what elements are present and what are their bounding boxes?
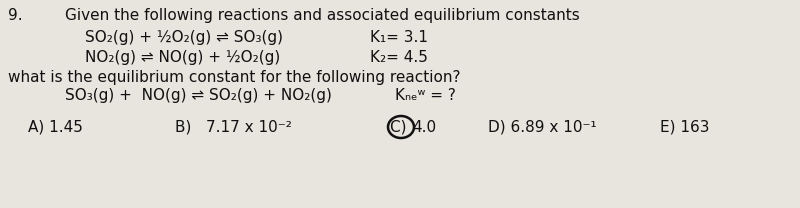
Text: K₁= 3.1: K₁= 3.1 bbox=[370, 30, 428, 45]
Text: Kₙₑʷ = ?: Kₙₑʷ = ? bbox=[395, 88, 456, 103]
Text: SO₂(g) + ½O₂(g) ⇌ SO₃(g): SO₂(g) + ½O₂(g) ⇌ SO₃(g) bbox=[85, 30, 283, 45]
Text: 4.0: 4.0 bbox=[412, 120, 436, 135]
Text: K₂= 4.5: K₂= 4.5 bbox=[370, 50, 428, 65]
Text: D) 6.89 x 10⁻¹: D) 6.89 x 10⁻¹ bbox=[488, 120, 597, 135]
Text: A) 1.45: A) 1.45 bbox=[28, 120, 83, 135]
Text: Given the following reactions and associated equilibrium constants: Given the following reactions and associ… bbox=[65, 8, 580, 23]
Text: C): C) bbox=[390, 120, 411, 135]
Text: 9.: 9. bbox=[8, 8, 22, 23]
Text: what is the equilibrium constant for the following reaction?: what is the equilibrium constant for the… bbox=[8, 70, 461, 85]
Text: B)   7.17 x 10⁻²: B) 7.17 x 10⁻² bbox=[175, 120, 292, 135]
Text: E) 163: E) 163 bbox=[660, 120, 710, 135]
Text: NO₂(g) ⇌ NO(g) + ½O₂(g): NO₂(g) ⇌ NO(g) + ½O₂(g) bbox=[85, 50, 280, 65]
Text: SO₃(g) +  NO(g) ⇌ SO₂(g) + NO₂(g): SO₃(g) + NO(g) ⇌ SO₂(g) + NO₂(g) bbox=[65, 88, 332, 103]
